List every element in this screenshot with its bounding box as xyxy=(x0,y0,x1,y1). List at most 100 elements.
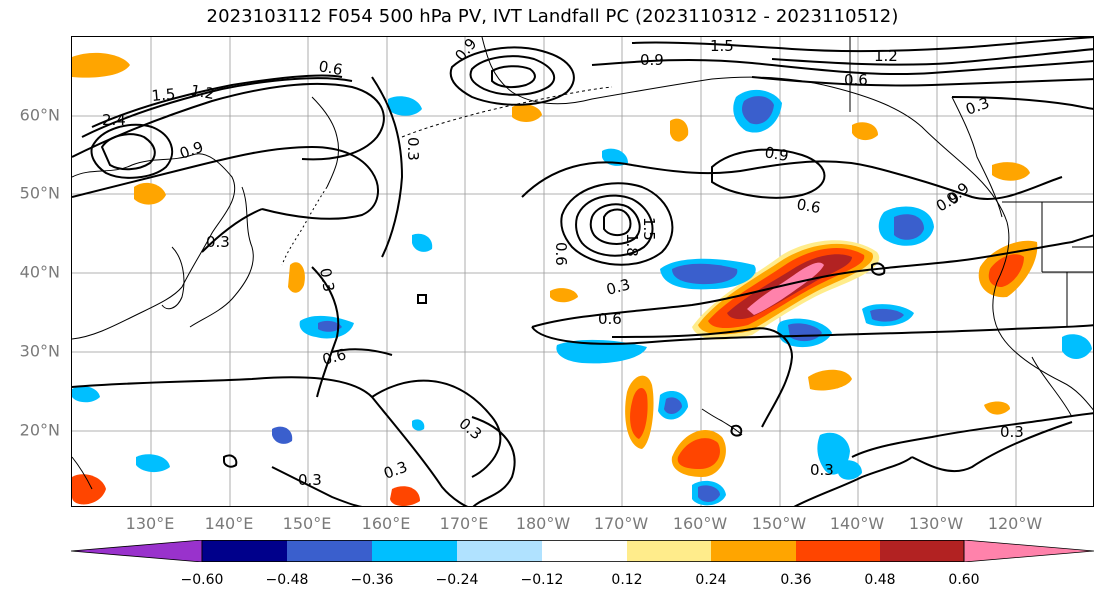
ivt-goa-blob xyxy=(852,122,878,141)
contour-0.6-central-s xyxy=(331,348,393,356)
contour-0.3-mid xyxy=(371,379,516,506)
contour-0.9-gulf xyxy=(711,148,826,199)
ivt-east-blob xyxy=(984,401,1010,415)
contour-label: 0.3 xyxy=(381,458,410,483)
asia-coast xyxy=(72,153,236,340)
contour-label: 0.3 xyxy=(404,137,422,161)
contour-0.6-main xyxy=(531,234,1093,328)
contour-label: 2.4 xyxy=(102,111,126,129)
ivt-east-mid-blob xyxy=(550,288,578,303)
lon-label-150e: 150°E xyxy=(282,514,332,533)
lon-label-120w: 120°W xyxy=(987,514,1043,533)
colorbar-tick: 0.48 xyxy=(864,572,896,588)
ivt-bay-blob xyxy=(808,369,852,391)
lon-label-130e: 130°E xyxy=(125,514,175,533)
colorbar-tick: −0.36 xyxy=(350,572,394,588)
ivt-ak-blob xyxy=(670,118,689,142)
lon-label-160w: 160°W xyxy=(672,514,728,533)
contour-label: 1.2 xyxy=(874,47,898,65)
ivt-hawaii-core xyxy=(677,438,720,469)
contour-small-4 xyxy=(871,262,886,276)
contour-1.2-north xyxy=(771,48,1093,66)
us-west-coast xyxy=(992,221,1093,411)
contour-0.9-north xyxy=(591,58,1093,76)
colorbar-tick: −0.48 xyxy=(265,572,309,588)
contour-sw-0.3 xyxy=(271,466,363,506)
contour-0.6-north xyxy=(751,76,1093,87)
ivt-asia-blob xyxy=(134,182,166,205)
contour-0.3-pacific-west xyxy=(201,208,340,398)
contour-label: 0.3 xyxy=(1000,423,1024,441)
ivt-neg-6-core xyxy=(742,96,774,125)
colorbar xyxy=(71,540,1094,562)
baja xyxy=(1031,356,1073,418)
colorbar-tick: −0.12 xyxy=(520,572,564,588)
contour-0.3-central xyxy=(371,76,404,258)
contour-1.5-north xyxy=(631,37,1093,53)
contour-label: 0.6 xyxy=(598,310,622,328)
ivt-nw-corner xyxy=(72,52,130,78)
colorbar-tick: 0.24 xyxy=(695,572,727,588)
colorbar-bin xyxy=(627,540,711,562)
ivt-plume-max xyxy=(747,262,824,315)
colorbar-bin xyxy=(796,540,880,562)
ivt-neg-17 xyxy=(72,386,100,403)
ivt-neg-4-core xyxy=(870,308,904,322)
contour-asia-vortex-inner xyxy=(100,133,156,171)
contour-small-2 xyxy=(223,454,238,468)
contour-label: 0.3 xyxy=(604,275,632,299)
ivt-neg-2 xyxy=(556,339,647,364)
colorbar-bin xyxy=(880,540,964,562)
contour-label: 0.6 xyxy=(320,345,348,369)
ivt-neg-15 xyxy=(272,426,293,444)
contour-cutoff-1.8 xyxy=(603,208,632,237)
lat-label-20n: 20°N xyxy=(19,420,60,440)
colorbar-extend-low xyxy=(71,540,203,562)
ivt-neg-19 xyxy=(412,419,425,431)
lon-label-140e: 140°E xyxy=(204,514,254,533)
kamchatka xyxy=(311,96,340,188)
ivt-neg-11 xyxy=(388,96,422,116)
contour-bering-1.2 xyxy=(469,55,556,96)
contour-cutoff-1.2 xyxy=(575,194,654,257)
contour-bering-0.9 xyxy=(449,46,575,106)
contour-asia-1 xyxy=(72,82,385,161)
colorbar-bin xyxy=(372,540,457,562)
ivt-central-core xyxy=(630,387,648,439)
ivt-california-core xyxy=(988,254,1024,287)
ivt-neg-20 xyxy=(838,460,862,480)
ivt-neg-5-core xyxy=(894,214,924,240)
contour-label: 0.9 xyxy=(177,138,206,163)
contour-cutoff-1.5 xyxy=(589,203,641,245)
ivt-neg-9-core xyxy=(698,485,720,502)
ivt-canada-blob xyxy=(992,162,1030,181)
contour-label: 1.5 xyxy=(710,37,734,55)
ivt-neg-12 xyxy=(412,233,433,252)
lon-label-180w: 180°W xyxy=(515,514,571,533)
map-canvas: 0.6 1.2 1.5 2.4 0.9 0.3 0.9 1.5 0.9 1.2 … xyxy=(72,37,1093,506)
colorbar-bin xyxy=(542,540,627,562)
ivt-japan-blob xyxy=(288,262,305,293)
colorbar-tick: −0.24 xyxy=(435,572,479,588)
graticule xyxy=(72,37,1093,506)
contour-0.3-se xyxy=(793,421,1073,506)
ivt-neg-10-core xyxy=(318,320,342,332)
map-panel: 0.6 1.2 1.5 2.4 0.9 0.3 0.9 1.5 0.9 1.2 … xyxy=(71,36,1094,507)
contour-small-3 xyxy=(730,424,743,437)
contour-label: 0.3 xyxy=(810,461,834,479)
colorbar-bin xyxy=(457,540,542,562)
colorbar-tick: 0.12 xyxy=(611,572,643,588)
contour-asia-outer xyxy=(72,145,379,220)
colorbar-extend-high xyxy=(963,540,1094,562)
pv-contours xyxy=(72,37,1093,506)
hawaii xyxy=(701,408,743,436)
contour-label: 0.3 xyxy=(206,233,230,251)
lat-label-60n: 60°N xyxy=(19,105,60,125)
contour-label: 0.9 xyxy=(763,143,790,165)
contour-asia-2 xyxy=(81,77,353,138)
colorbar-bin xyxy=(711,540,796,562)
contour-label: 0.9 xyxy=(640,51,664,69)
lon-label-170e: 170°E xyxy=(439,514,489,533)
contour-asia-3 xyxy=(91,74,343,128)
contour-0.6-south xyxy=(531,324,1093,345)
